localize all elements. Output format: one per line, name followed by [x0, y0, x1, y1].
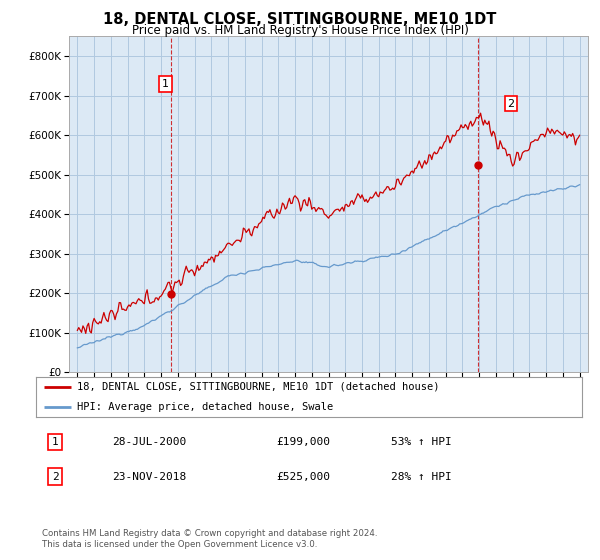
Text: 23-NOV-2018: 23-NOV-2018	[112, 472, 187, 482]
Text: £525,000: £525,000	[276, 472, 330, 482]
Text: 18, DENTAL CLOSE, SITTINGBOURNE, ME10 1DT (detached house): 18, DENTAL CLOSE, SITTINGBOURNE, ME10 1D…	[77, 382, 439, 392]
Text: 18, DENTAL CLOSE, SITTINGBOURNE, ME10 1DT: 18, DENTAL CLOSE, SITTINGBOURNE, ME10 1D…	[103, 12, 497, 27]
Text: 53% ↑ HPI: 53% ↑ HPI	[391, 437, 452, 447]
Text: 2: 2	[52, 472, 58, 482]
Text: 1: 1	[162, 79, 169, 89]
Text: £199,000: £199,000	[276, 437, 330, 447]
Text: Contains HM Land Registry data © Crown copyright and database right 2024.
This d: Contains HM Land Registry data © Crown c…	[42, 529, 377, 549]
Text: 1: 1	[52, 437, 58, 447]
Text: HPI: Average price, detached house, Swale: HPI: Average price, detached house, Swal…	[77, 402, 333, 412]
Text: 28-JUL-2000: 28-JUL-2000	[112, 437, 187, 447]
Text: Price paid vs. HM Land Registry's House Price Index (HPI): Price paid vs. HM Land Registry's House …	[131, 24, 469, 36]
Text: 28% ↑ HPI: 28% ↑ HPI	[391, 472, 452, 482]
Text: 2: 2	[508, 99, 515, 109]
